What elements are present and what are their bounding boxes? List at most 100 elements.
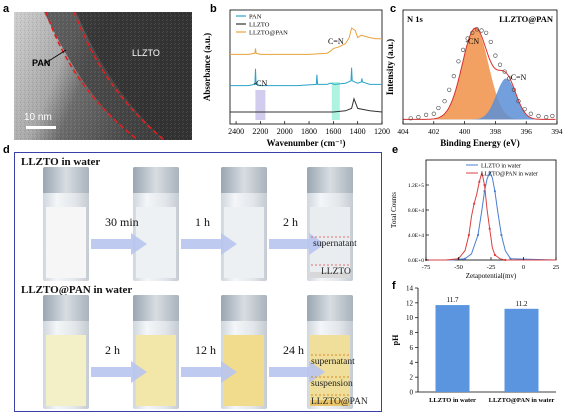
peak-fill-cn [403, 28, 557, 120]
y-tick-label: 14 [406, 285, 414, 293]
xps-chart: 404 402 400 398 396 394 Binding Energy (eV) Int… [385, 9, 563, 148]
raw-data-point [544, 115, 549, 120]
raw-data-point [479, 28, 484, 33]
arrow-row2 [91, 361, 147, 383]
peak-fill-c-equal-n [403, 78, 557, 120]
annot-suspension-row2: suspension [311, 379, 353, 389]
cn-highlight [255, 90, 266, 120]
fit-envelope-line [403, 27, 556, 120]
annot-sediment-row2: LLZTO@PAN [311, 397, 368, 407]
x-tick-label: 2400 [228, 127, 244, 136]
x-axis-label: Binding Energy (eV) [440, 138, 520, 148]
x-tick-label: 1400 [350, 127, 366, 136]
series-point-0 [488, 171, 491, 174]
series-line-pan [230, 67, 382, 87]
panel-label-a: a [3, 3, 10, 15]
cuvette-llzto-pan-0 [43, 295, 89, 409]
llzto-label: LLZTO [132, 48, 160, 58]
row1-title: LLZTO in water [21, 156, 101, 168]
y-tick-label: 1.2E+5 [408, 183, 424, 189]
cuvette-cap [307, 295, 353, 321]
raw-data-point [423, 112, 429, 117]
raw-data-point [528, 111, 533, 116]
chart-subtitle: LLZTO@PAN [499, 14, 554, 24]
raw-data-point [408, 116, 413, 121]
x-tick-label: 1800 [301, 127, 317, 136]
legend-label: PAN [249, 14, 262, 21]
x-tick-label: 2200 [252, 127, 268, 136]
raw-data-point [516, 99, 521, 104]
series-point-0 [476, 233, 480, 237]
ph-bar-1 [504, 308, 539, 392]
raw-data-point [436, 105, 441, 111]
cuvette-cap [133, 167, 179, 193]
annotation-c-equal-n: C=N [328, 37, 344, 46]
scale-label: 10 nm [24, 112, 52, 123]
raw-data-point [484, 30, 489, 35]
series-point-1 [493, 253, 496, 257]
raw-data-point [470, 30, 475, 35]
raw-data-point [465, 36, 470, 41]
raw-data-point [442, 99, 447, 104]
c-equal-n-highlight [331, 82, 340, 120]
cuvette-cap [43, 167, 89, 193]
plot-frame [402, 9, 558, 125]
y-tick-label: 0.0E+0 [408, 258, 424, 264]
legend-label: LLZTO@PAN in water [481, 172, 538, 178]
scale-bar [26, 126, 56, 129]
y-tick-label: 8.0E+4 [408, 208, 424, 214]
cuvette-liquid [46, 207, 86, 278]
dashed-markers [311, 236, 349, 396]
annot-sediment-row1: LLZTO [321, 267, 351, 277]
cuvette-llzto-0 [43, 167, 89, 281]
ph-value-label: 11.2 [516, 300, 528, 308]
raw-data-point [474, 27, 480, 32]
cuvette-cap [133, 295, 179, 321]
raw-data-point [511, 87, 516, 92]
y-tick-label: 8 [410, 329, 414, 337]
cuvette-cap [307, 167, 353, 193]
x-tick-label: -50 [454, 264, 463, 271]
annotation-cn: -CN [254, 79, 268, 88]
time-label-row2: 2 h [105, 343, 120, 357]
x-tick-label: 398 [490, 127, 502, 136]
y-tick-label: 6 [410, 344, 414, 352]
raw-data-point [507, 76, 512, 81]
legend-label: LLZTO [249, 22, 270, 29]
raw-data-point [550, 113, 555, 119]
pan-label: PAN [32, 58, 51, 68]
tem-image-svg [14, 12, 192, 140]
time-label-row2: 24 h [283, 343, 304, 357]
arrow-row1 [269, 233, 325, 255]
sediment-layer [310, 400, 350, 406]
ph-chart: 0 2 4 6 8 10 12 14 11.7 LLZTO in water 11.2 LLZTO@P… [391, 285, 556, 404]
ph-bar-0 [435, 305, 470, 392]
series-point-1 [488, 227, 491, 230]
y-tick-label: 10 [406, 314, 414, 322]
time-label-row1: 30 min [105, 215, 139, 229]
cuvette-llzto-pan-3 [307, 295, 353, 409]
panel-label-b: b [210, 3, 217, 15]
x-tick-label: 0 [522, 264, 525, 271]
x-tick-label: 394 [551, 127, 563, 136]
panel-label-c: c [390, 3, 397, 15]
time-label-row2: 12 h [195, 343, 216, 357]
y-axis-label: Intensity (a.u.) [385, 39, 395, 95]
cuvette-llzto-1 [133, 167, 179, 281]
series-line-0 [426, 171, 557, 261]
arrow-row1 [91, 233, 147, 255]
y-tick-label: 12 [406, 299, 414, 307]
x-tick-label: 396 [521, 127, 533, 136]
series-line-llzto [230, 97, 383, 113]
raw-data-point [447, 87, 452, 92]
time-label-row1: 2 h [283, 215, 298, 229]
cuvette-llzto-3 [307, 167, 353, 281]
pan-boundary-inner [45, 12, 139, 140]
series-point-1 [504, 258, 507, 262]
raw-data-point [502, 69, 507, 74]
x-axis-label: Wavenumber (cm⁻¹) [266, 138, 345, 148]
arrow-shape [91, 361, 147, 383]
zeta-chart: LLZTO in water LLZTO@PAN in water -75 -50 -2… [390, 159, 559, 280]
panel-label-d: d [3, 144, 10, 156]
raw-data-point [488, 39, 493, 45]
